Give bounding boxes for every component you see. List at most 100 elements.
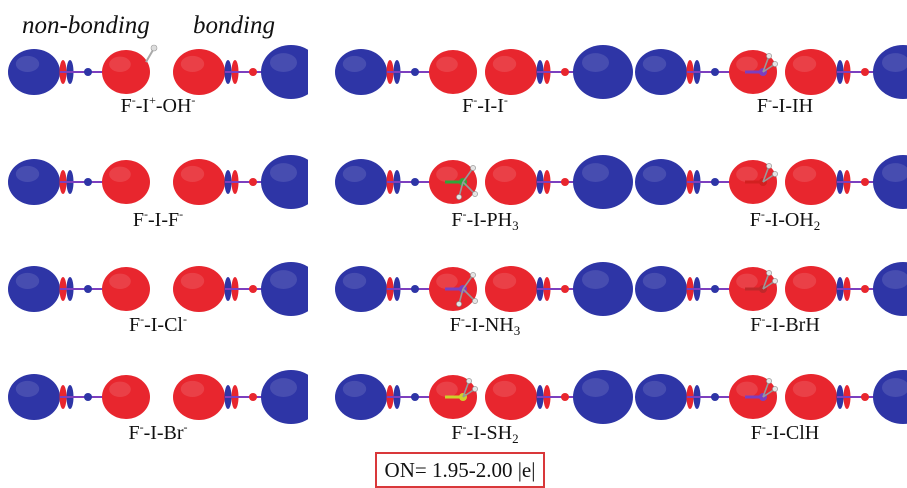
molecule-label: F--I-SH2 [335,421,635,445]
label-charge: - [462,420,467,434]
panel-11-orb-n-left-lobe-sheen [642,380,667,397]
molecule-label: F--I-Cl- [8,313,308,337]
panel-8-orb-n-left-lobe-sheen [642,272,667,289]
orbital-plot [635,262,907,316]
panel-6-orb-n-right-lobe-sheen [109,273,131,289]
panel-0-orb-n-left-lobe-sheen [15,55,40,72]
label-formula-sub: 2 [512,431,519,446]
label-charge: - [761,420,766,434]
label-atom: F [750,314,762,336]
panel-10-orb-n-left-lobe [335,374,387,420]
panel-4-orb-n-left-lobe [335,159,387,205]
molecule-label: F--I-Br- [8,421,308,445]
label-formula-sup: - [179,207,184,221]
panel-2-orb-b-right-lobe-sheen [882,53,907,72]
panel-4-ligand-h-atom-0 [470,165,476,171]
molecule-label: F--I-F- [8,208,308,232]
panel-7-ligand-h-atom-0 [470,272,476,278]
orbital-plot [8,370,308,424]
panel-11-orb-b-right-lobe [873,370,907,424]
orbital-panel: F--I-ClH [635,363,907,483]
panel-4-ligand-h-atom-1 [472,191,478,197]
molecule-label: F--I-IH [635,94,907,118]
label-charge: - [131,93,136,107]
label-atom: F [132,209,144,231]
label-tail: -OH [155,95,192,117]
panel-2-orb-b-right-lobe [873,45,907,99]
label-charge: - [462,207,467,221]
panel-3-orb-b-left-lobe [173,159,225,205]
panel-4-orb-b-left-lobe-sheen [492,165,517,182]
panel-11-orb-n-right-lobe-sheen [736,381,758,397]
label-charge: - [139,420,144,434]
panel-10-ligand-h-atom-1 [472,386,478,392]
panel-2-orb-n-right-lobe-sheen [736,56,758,72]
panel-4-orb-b-left-lobe [485,159,537,205]
panel-7-ligand-h-atom-1 [472,298,478,304]
panel-9-orb-b-center-atom [249,393,257,401]
panel-1-orb-b-center-atom [561,68,569,76]
label-charge: - [760,207,765,221]
panel-2-orb-n-left-lobe-sheen [642,55,667,72]
label-atom: F [756,95,769,117]
panel-10-orb-n-left-lobe-sheen [342,380,367,397]
orbital-plot [335,45,633,99]
occupation-number-box: ON= 1.95-2.00 |e| [375,452,545,488]
panel-9-orb-n-center-atom [84,393,92,401]
panel-5-orb-b-right-lobe-sheen [882,163,907,182]
panel-1-orb-n-center-atom [411,68,419,76]
label-atom: F [120,95,132,117]
panel-8-orb-b-right-lobe [873,262,907,316]
molecule-label: F--I-I- [335,94,635,118]
panel-9-orb-b-right-lobe [261,370,308,424]
molecule-label: F--I+-OH- [8,94,308,118]
panel-0-orb-b-left-lobe [173,49,225,95]
panel-10-orb-b-right-lobe-sheen [582,378,609,397]
panel-8-orb-b-center-atom [861,285,869,293]
panel-11-orb-b-left-lobe-sheen [792,380,817,397]
orbital-plot [335,262,633,316]
label-charge: - [768,93,773,107]
panel-1-orb-b-right-lobe [573,45,633,99]
label-formula: -I-Cl [144,314,183,336]
label-formula: -I [135,95,150,117]
panel-5-orb-n-left-lobe [635,159,687,205]
label-formula: -I-SH [466,422,513,444]
panel-0-orb-n-right-lobe [102,50,150,94]
panel-5-orb-b-left-lobe-sheen [792,165,817,182]
panel-6-orb-b-left-lobe [173,266,225,312]
panel-10-orb-n-right-lobe-sheen [436,381,458,397]
panel-7-orb-n-left-lobe [335,266,387,312]
panel-7-orb-b-right-lobe-sheen [582,270,609,289]
panel-9-orb-n-left-lobe-sheen [15,380,40,397]
label-formula-sup: - [183,312,187,326]
panel-5-ligand-h-atom-1 [772,171,778,177]
panel-8-orb-n-right-lobe-sheen [736,273,758,289]
label-formula: -I-I [477,95,504,117]
panel-3-orb-b-center-atom [249,178,257,186]
panel-1-orb-n-left-lobe-sheen [342,55,367,72]
orbital-panel: F--I-BrH [635,255,907,375]
label-atom: F [128,314,141,336]
panel-2-orb-b-center-atom [861,68,869,76]
panel-7-orb-b-center-atom [561,285,569,293]
panel-2-ligand-h-atom-0 [766,53,772,59]
panel-2-orb-b-left-lobe [785,49,837,95]
molecule-label: F--I-PH3 [335,208,635,232]
panel-9-orb-b-left-lobe [173,374,225,420]
panel-11-ligand-h-atom-0 [766,378,772,384]
bonding-header: bonding [193,12,275,39]
orbital-panel: F--I-SH2 [335,363,635,483]
panel-2-ligand-h-atom-1 [772,61,778,67]
panel-9-orb-n-left-lobe [8,374,60,420]
orbital-plot [8,155,308,209]
panel-4-orb-n-center-atom [411,178,419,186]
panel-3-orb-n-center-atom [84,178,92,186]
panel-3-orb-n-left-lobe-sheen [15,165,40,182]
panel-2-orb-b-left-lobe-sheen [792,55,817,72]
panel-5-orb-n-left-lobe-sheen [642,165,667,182]
panel-9-orb-b-right-lobe-sheen [270,378,297,397]
orbital-panel: F--I-Br- [8,363,308,483]
panel-5-orb-b-right-lobe [873,155,907,209]
label-charge: - [140,312,145,326]
